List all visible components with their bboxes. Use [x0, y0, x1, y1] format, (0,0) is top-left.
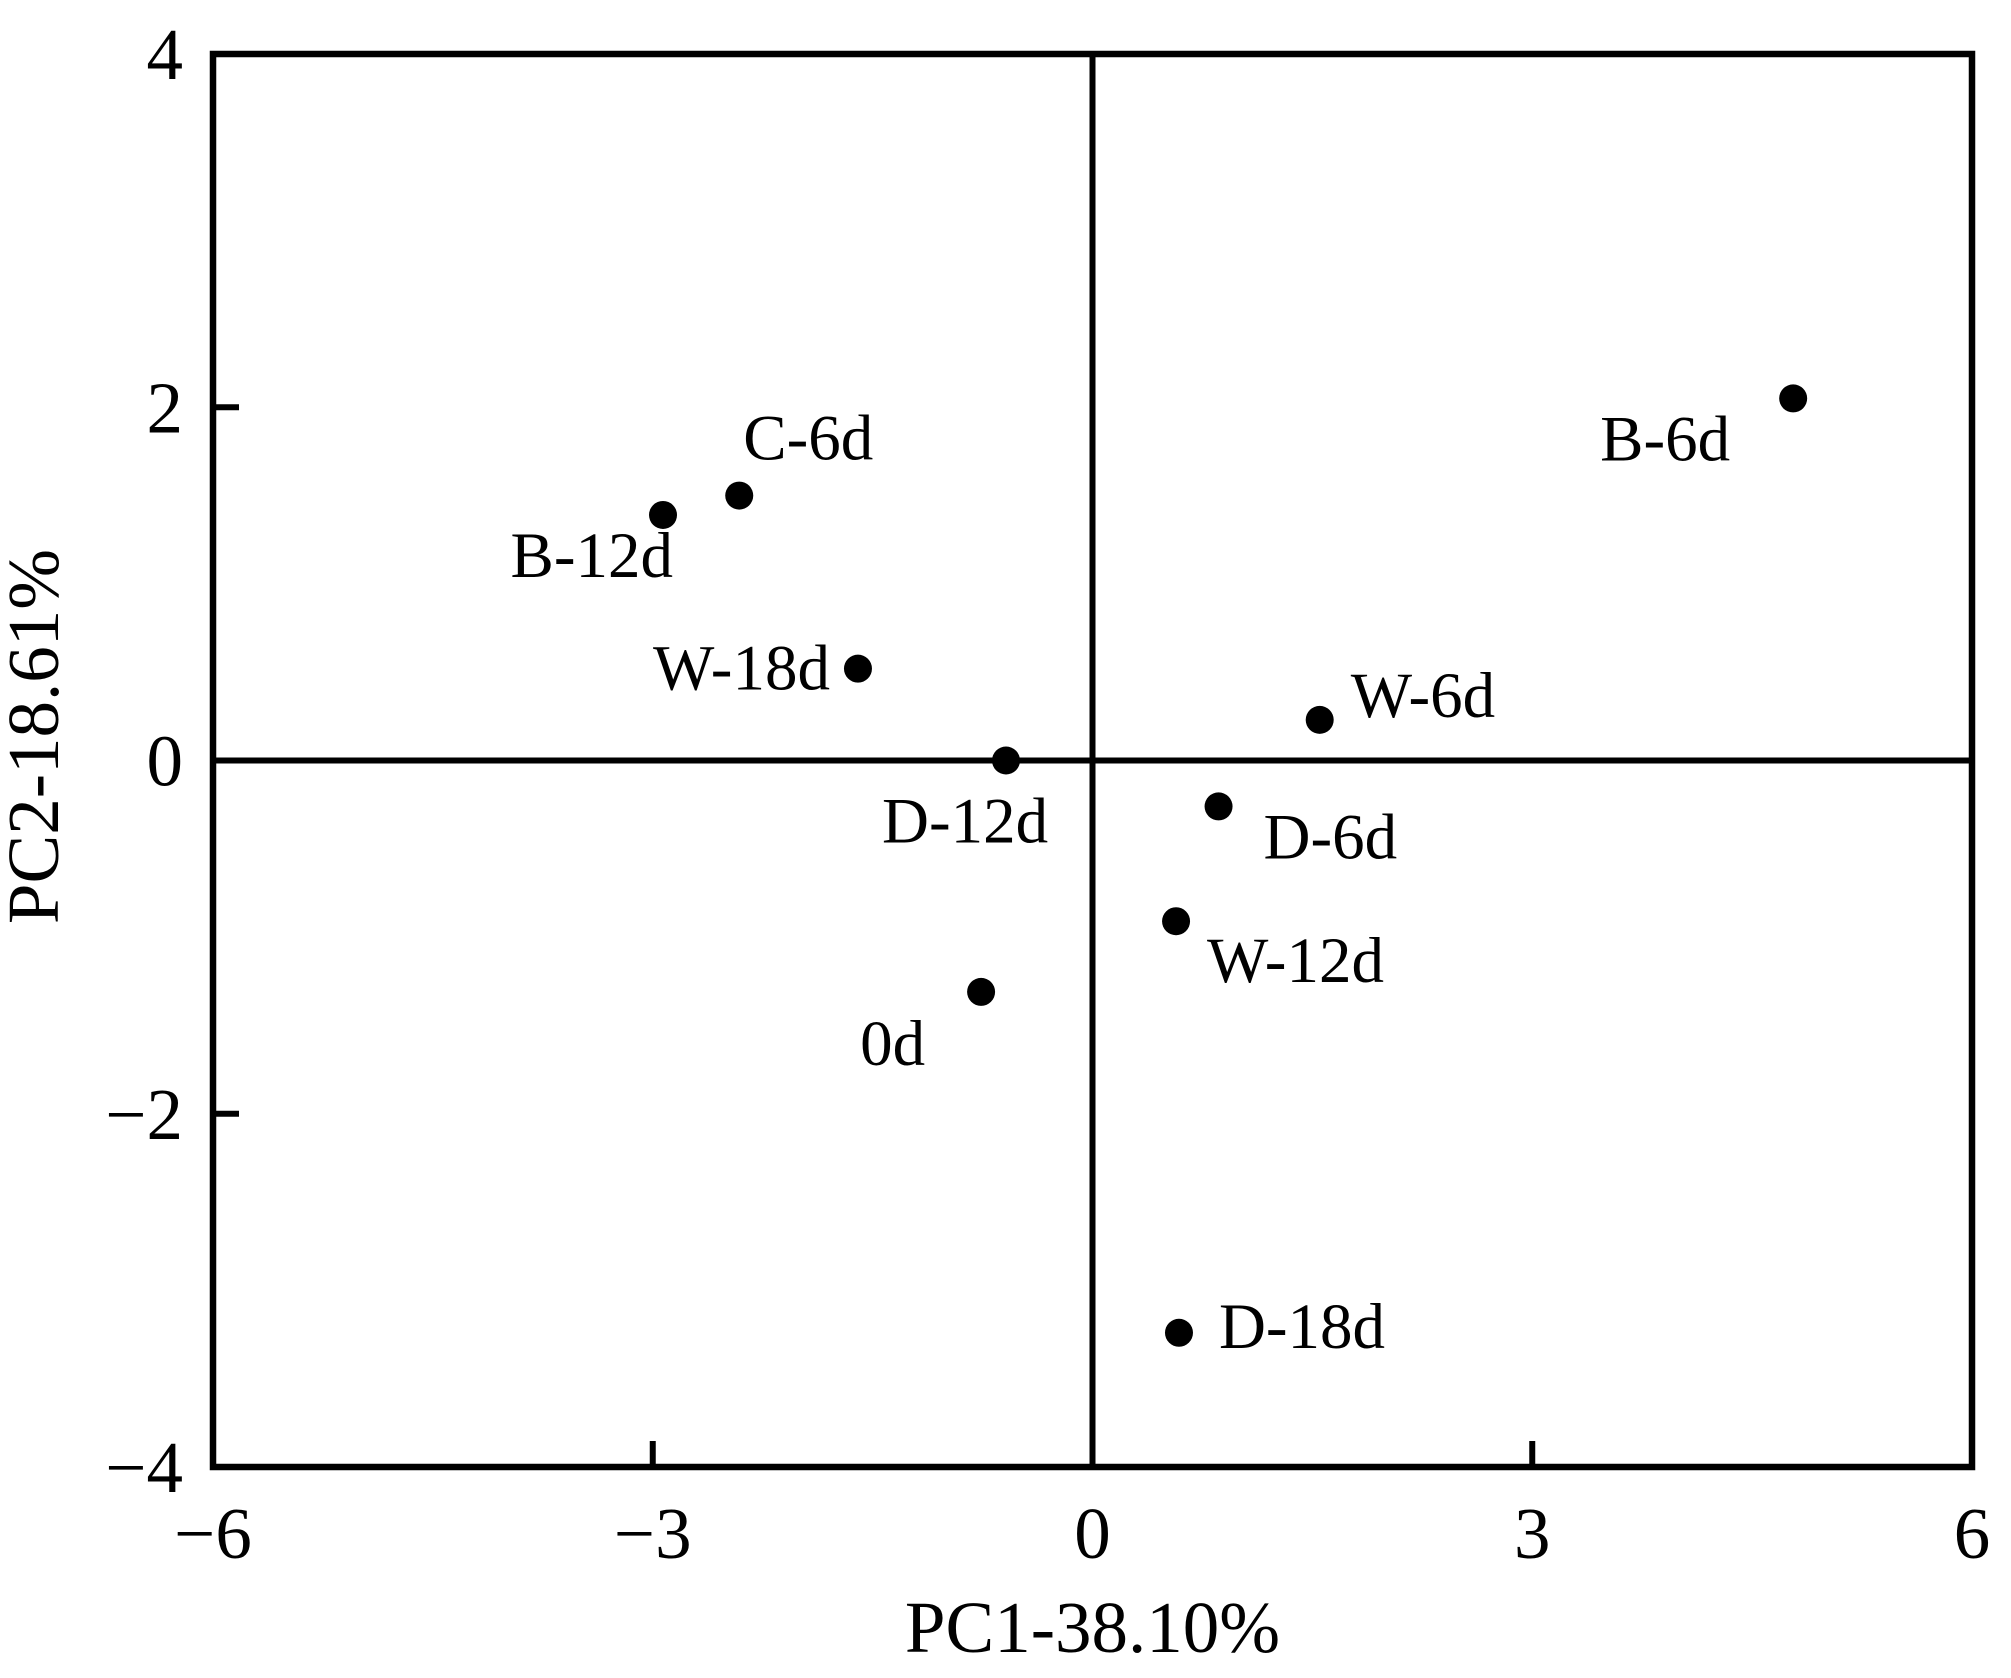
- data-point-w-6d: [1305, 705, 1334, 734]
- reference-lines: [213, 54, 1972, 1467]
- x-tick-label: 0: [1074, 1493, 1111, 1574]
- data-point-labels: B-6d C-6d B-12d W-18d D-12d W-6d D-6d W-12d 0d D-…: [511, 403, 1731, 1363]
- point-label-0d: 0d: [860, 1008, 925, 1080]
- point-label-w-6d: W-6d: [1351, 660, 1495, 732]
- y-axis-label: PC2-18.61%: [0, 549, 74, 924]
- data-point-d-18d: [1164, 1318, 1193, 1347]
- point-label-d-18d: D-18d: [1219, 1291, 1385, 1363]
- x-axis-label: PC1-38.10%: [905, 1587, 1280, 1668]
- point-label-c-6d: C-6d: [743, 403, 873, 475]
- data-point-w-18d: [843, 654, 872, 683]
- x-tick-label: 6: [1954, 1493, 1991, 1574]
- x-tick-label: −6: [174, 1493, 252, 1574]
- point-label-w-12d: W-12d: [1207, 925, 1384, 997]
- data-point-b-12d: [649, 500, 678, 529]
- plot-frame: [209, 50, 1976, 1471]
- point-label-b-6d: B-6d: [1600, 403, 1730, 475]
- data-points: [649, 384, 1808, 1347]
- point-label-d-6d: D-6d: [1264, 801, 1398, 873]
- data-point-0d: [967, 977, 996, 1006]
- x-tick-label: −3: [614, 1493, 692, 1574]
- data-point-d-12d: [992, 746, 1021, 775]
- y-tick-label: −2: [105, 1074, 183, 1155]
- x-tick-label: 3: [1514, 1493, 1551, 1574]
- y-tick-label: 4: [147, 14, 184, 95]
- data-point-b-6d: [1779, 384, 1808, 413]
- data-point-w-12d: [1162, 907, 1191, 936]
- data-point-c-6d: [725, 481, 754, 510]
- data-point-d-6d: [1204, 792, 1233, 821]
- y-tick-label: 0: [147, 721, 184, 802]
- point-label-d-12d: D-12d: [882, 786, 1048, 858]
- point-label-b-12d: B-12d: [511, 520, 674, 592]
- y-tick-label: −4: [105, 1427, 183, 1508]
- point-label-w-18d: W-18d: [653, 633, 830, 705]
- y-tick-label: 2: [147, 367, 184, 448]
- tick-labels: −6 −3 0 3 6 4 2 0 −2 −4: [105, 14, 1990, 1574]
